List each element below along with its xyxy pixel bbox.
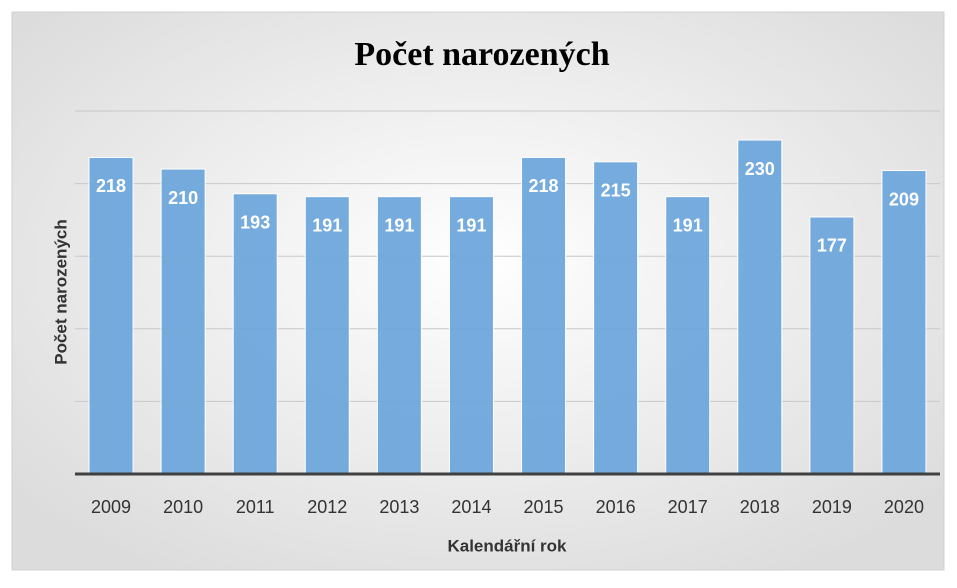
- x-tick-label: 2011: [236, 497, 275, 517]
- data-label: 191: [384, 215, 414, 235]
- x-tick-label: 2010: [163, 497, 203, 517]
- data-label: 191: [456, 215, 486, 235]
- data-label: 218: [529, 176, 559, 196]
- data-label: 209: [889, 189, 919, 209]
- x-tick-label: 2014: [451, 497, 491, 517]
- data-label: 193: [240, 213, 270, 233]
- bar: [881, 170, 927, 475]
- x-tick-label: 2019: [812, 497, 852, 517]
- bar: [521, 156, 567, 475]
- data-label: 210: [168, 188, 198, 208]
- bar: [376, 196, 422, 475]
- x-axis-label: Kalendářní rok: [447, 536, 567, 555]
- x-tick-label: 2009: [91, 497, 131, 517]
- data-label: 191: [673, 215, 703, 235]
- data-label: 218: [96, 176, 126, 196]
- data-label: 191: [312, 215, 342, 235]
- x-tick-label: 2016: [596, 497, 636, 517]
- bar: [593, 161, 639, 475]
- bar: [448, 196, 494, 475]
- x-tick-label: 2018: [740, 497, 780, 517]
- x-tick-label: 2013: [379, 497, 419, 517]
- bar: [232, 193, 278, 475]
- bar: [809, 216, 855, 475]
- data-label: 215: [601, 181, 631, 201]
- bar: [88, 156, 134, 475]
- y-axis-label: Počet narozených: [51, 219, 70, 365]
- x-tick-label: 2012: [307, 497, 347, 517]
- data-label: 177: [817, 236, 847, 256]
- chart-title: Počet narozených: [354, 36, 609, 73]
- bar: [304, 196, 350, 475]
- x-tick-label: 2015: [524, 497, 564, 517]
- bar: [160, 168, 206, 475]
- x-tick-label: 2020: [884, 497, 924, 517]
- bar: [737, 139, 783, 475]
- bar: [665, 196, 711, 475]
- data-label: 230: [745, 159, 775, 179]
- x-tick-label: 2017: [668, 497, 708, 517]
